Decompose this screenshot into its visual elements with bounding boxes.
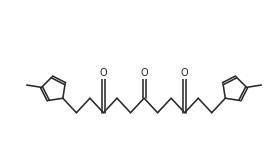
Text: O: O [140, 68, 148, 78]
Text: O: O [100, 68, 107, 78]
Text: O: O [181, 68, 188, 78]
